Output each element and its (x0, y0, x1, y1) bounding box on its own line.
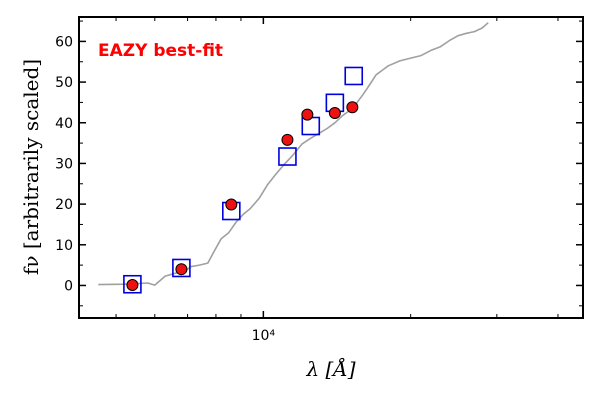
model-spectrum (98, 22, 489, 286)
observed-flux-point (346, 101, 359, 114)
observed-photometry (126, 101, 359, 292)
plot-area-border (78, 16, 584, 319)
plot-frame (78, 16, 584, 319)
observed-flux-point (328, 106, 341, 119)
y-tick-label: 0 (64, 278, 73, 294)
observed-flux-point (225, 198, 238, 211)
y-tick-label: 20 (55, 197, 73, 213)
model-flux-square (123, 274, 142, 294)
y-tick-label: 10 (55, 238, 73, 254)
y-tick-label: 60 (55, 34, 73, 50)
observed-flux-point (281, 133, 294, 146)
chart-annotation: EAZY best-fit (98, 41, 223, 61)
model-photometry (123, 66, 364, 294)
model-flux-square (172, 258, 191, 278)
axis-ticks (79, 17, 583, 318)
y-tick-label: 40 (55, 116, 73, 132)
y-axis-label: fν [arbitrarily scaled] (19, 59, 43, 275)
y-tick-label: 30 (55, 156, 73, 172)
observed-flux-point (301, 108, 314, 121)
x-axis-label: λ [Å] (305, 356, 355, 381)
observed-flux-point (175, 263, 188, 276)
y-tick-label: 50 (55, 75, 73, 91)
axis-tick-labels: 0 10 20 30 40 50 60 10⁴ (55, 34, 275, 344)
x-tick-label: 10⁴ (252, 328, 276, 344)
model-flux-square (344, 66, 364, 86)
model-spectrum-line (98, 22, 489, 286)
observed-flux-point (126, 279, 139, 292)
model-flux-square (278, 147, 297, 166)
